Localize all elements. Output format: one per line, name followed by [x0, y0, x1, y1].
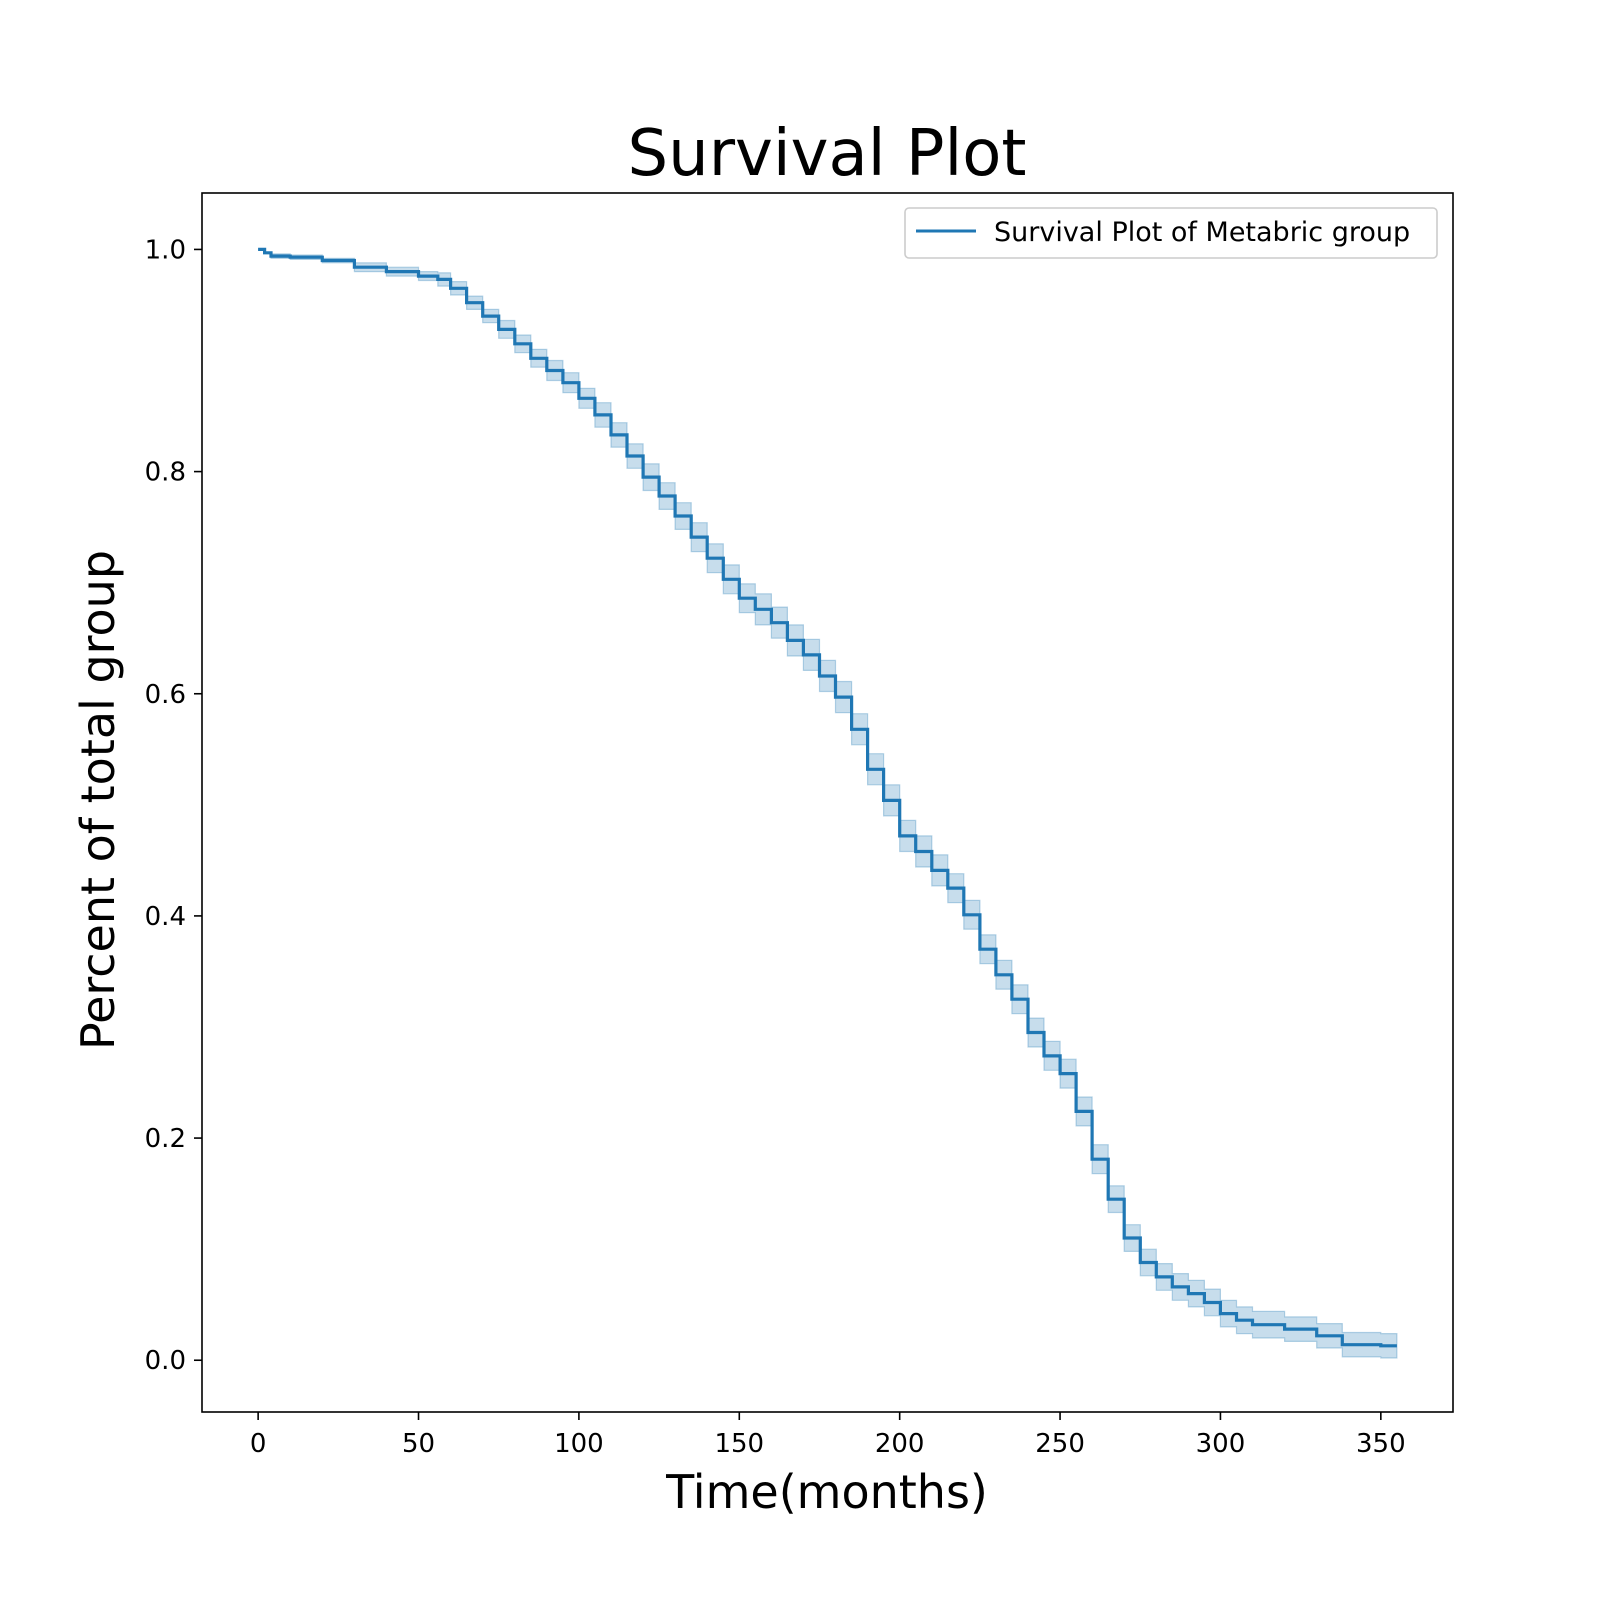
- x-tick-label: 150: [714, 1429, 764, 1459]
- legend-label: Survival Plot of Metabric group: [994, 217, 1410, 248]
- axes-frame: [201, 192, 1454, 1413]
- y-tick-label: 1.0: [145, 235, 186, 265]
- chart-title: Survival Plot: [628, 117, 1027, 191]
- y-axis-ticks: 0.0 0.2 0.4 0.6 0.8 1.0: [145, 235, 202, 1376]
- legend: Survival Plot of Metabric group: [904, 207, 1438, 259]
- y-tick-label: 0.4: [145, 902, 186, 932]
- survival-line: [258, 247, 1397, 1348]
- x-tick-label: 100: [554, 1429, 604, 1459]
- x-axis-ticks: 0 50 100 150 200 250 300 350: [250, 1412, 1406, 1459]
- x-tick-label: 250: [1035, 1429, 1085, 1459]
- x-tick-label: 300: [1196, 1429, 1246, 1459]
- y-tick-label: 0.2: [145, 1124, 186, 1154]
- y-tick-label: 0.6: [145, 680, 186, 710]
- y-axis-label: Percent of total group: [71, 550, 125, 1050]
- x-tick-label: 0: [250, 1429, 267, 1459]
- x-tick-label: 350: [1356, 1429, 1406, 1459]
- y-tick-label: 0.8: [145, 458, 186, 488]
- x-tick-label: 50: [402, 1429, 435, 1459]
- x-tick-label: 200: [875, 1429, 925, 1459]
- plot-area: [258, 247, 1398, 1359]
- y-tick-label: 0.0: [145, 1346, 186, 1376]
- legend-box: [904, 207, 1438, 259]
- x-axis-label: Time(months): [665, 1465, 988, 1519]
